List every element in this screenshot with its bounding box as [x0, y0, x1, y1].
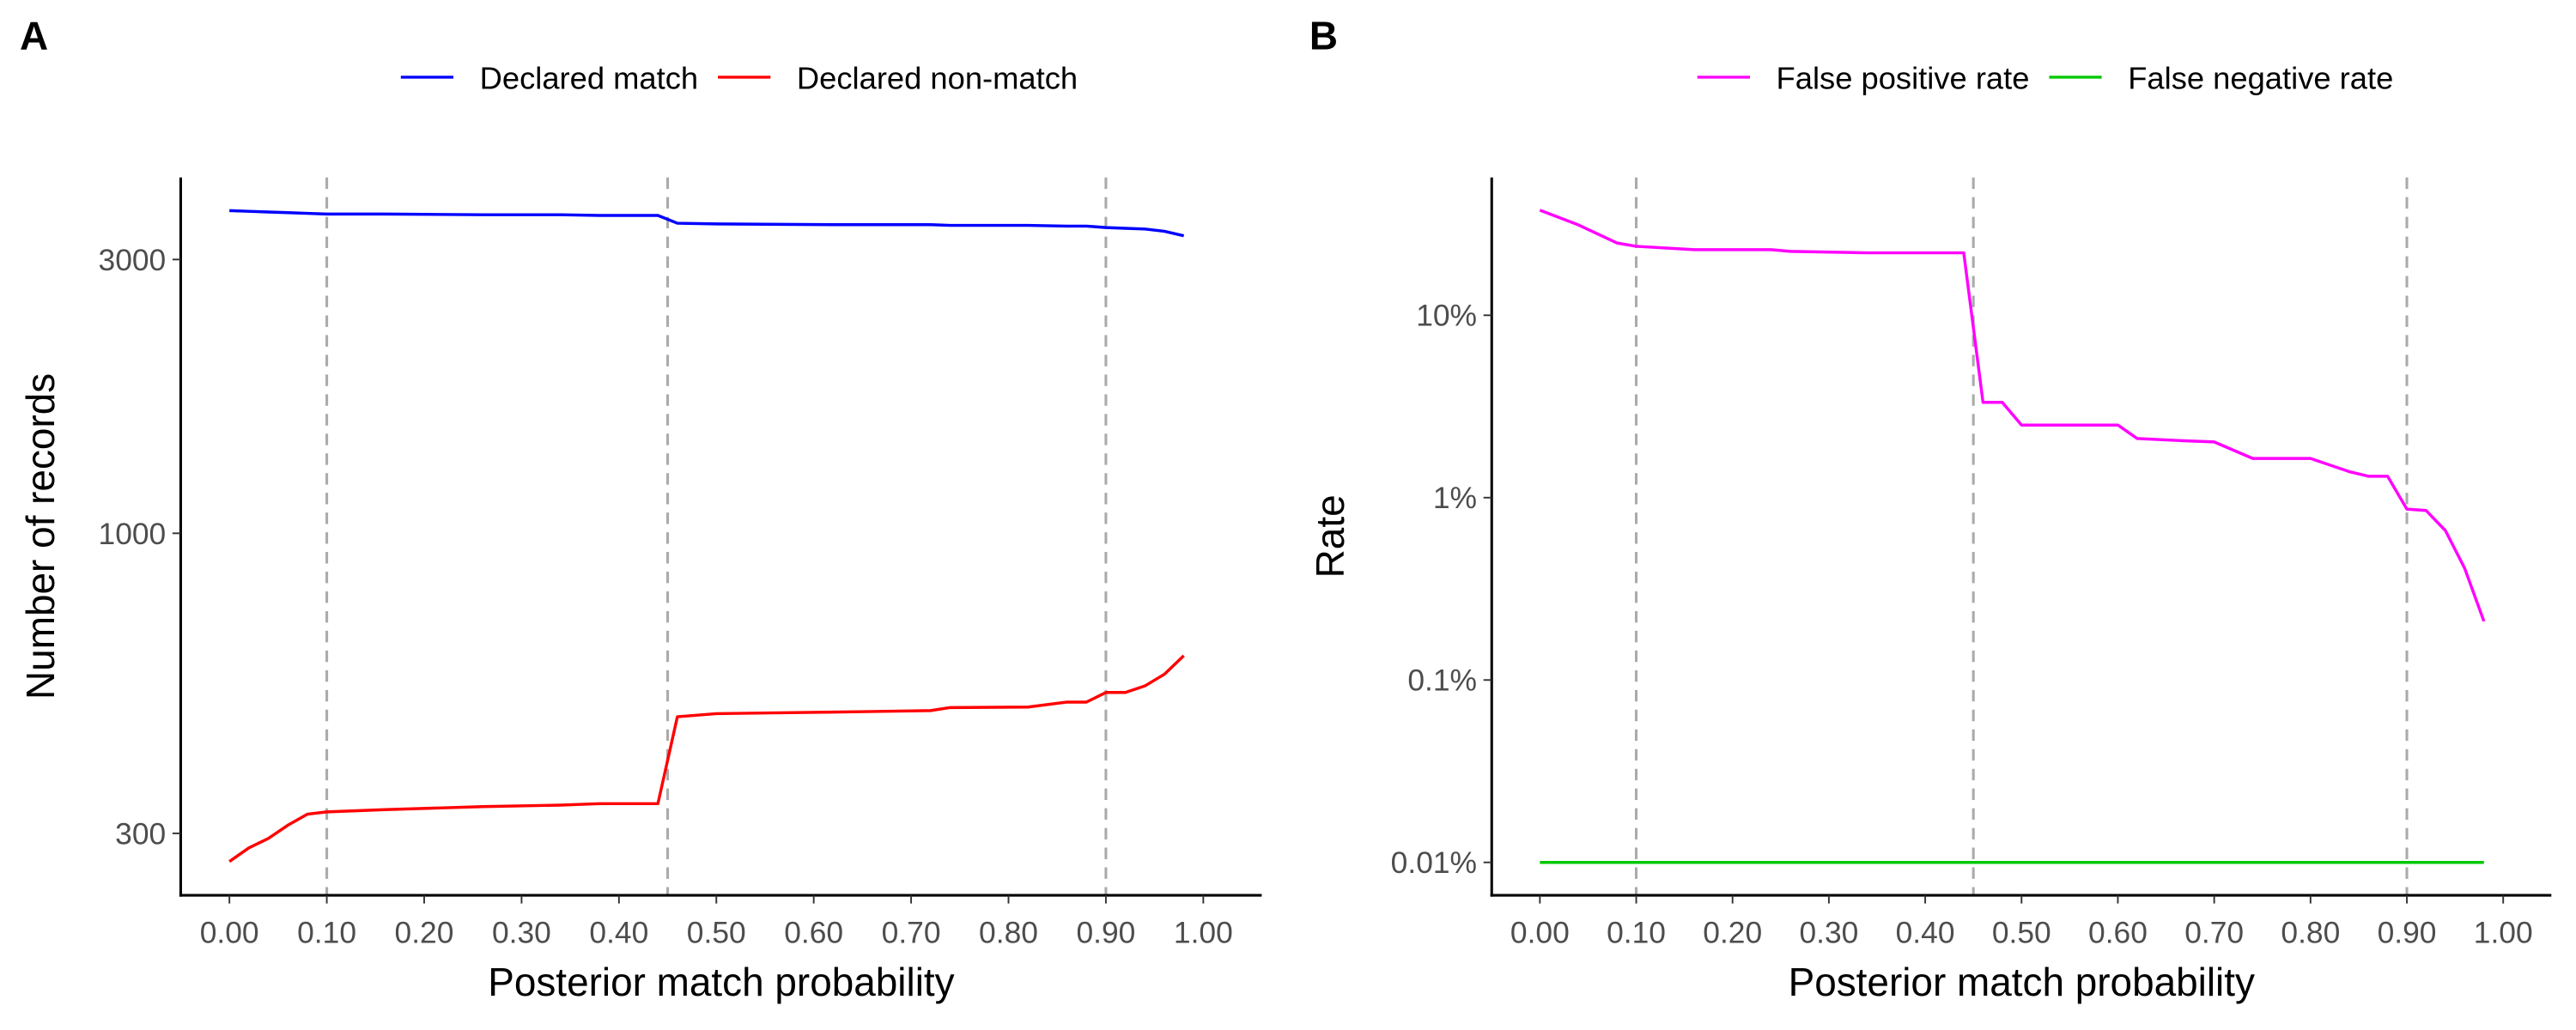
x-tick-label: 0.10 [1607, 916, 1666, 950]
y-tick-label: 3000 [99, 243, 167, 277]
y-tick-label: 1% [1433, 481, 1477, 515]
x-tick-label: 0.30 [1799, 916, 1858, 950]
x-tick-label: 0.80 [2281, 916, 2340, 950]
x-tick-label: 0.50 [1992, 916, 2051, 950]
x-tick-label: 0.70 [2184, 916, 2244, 950]
panel-label: B [1309, 13, 1338, 58]
x-tick-label: 1.00 [2474, 916, 2533, 950]
legend-label: False positive rate [1777, 60, 2030, 95]
x-tick-label: 0.50 [687, 916, 746, 950]
y-tick-label: 10% [1416, 299, 1477, 333]
y-tick-label: 300 [115, 816, 166, 851]
x-tick-label: 0.80 [979, 916, 1038, 950]
panel-label: A [20, 13, 48, 58]
series-line [229, 209, 1185, 238]
x-tick-label: 0.60 [784, 916, 843, 950]
x-axis-title: Posterior match probability [1789, 960, 2255, 1004]
x-tick-label: 0.40 [1896, 916, 1955, 950]
x-tick-label: 0.30 [492, 916, 551, 950]
y-tick-label: 1000 [99, 517, 167, 551]
x-tick-label: 0.00 [200, 916, 259, 950]
y-axis-title: Rate [1308, 494, 1352, 578]
x-tick-label: 1.00 [1174, 916, 1233, 950]
x-tick-label: 0.40 [589, 916, 648, 950]
x-axis-title: Posterior match probability [488, 960, 954, 1004]
x-tick-label: 0.10 [297, 916, 356, 950]
x-tick-label: 0.20 [1703, 916, 1762, 950]
legend-label: Declared match [480, 60, 698, 95]
series-line [228, 654, 1185, 863]
x-tick-label: 0.90 [1076, 916, 1135, 950]
x-tick-label: 0.70 [882, 916, 941, 950]
y-axis-title: Number of records [18, 373, 63, 700]
x-tick-label: 0.00 [1510, 916, 1570, 950]
legend-label: Declared non-match [797, 60, 1078, 95]
x-tick-label: 0.20 [395, 916, 454, 950]
series-line [1539, 209, 2486, 622]
y-tick-label: 0.1% [1407, 663, 1477, 698]
legend-label: False negative rate [2128, 60, 2393, 95]
x-tick-label: 0.60 [2088, 916, 2148, 950]
y-tick-label: 0.01% [1391, 845, 1477, 880]
x-tick-label: 0.90 [2378, 916, 2437, 950]
